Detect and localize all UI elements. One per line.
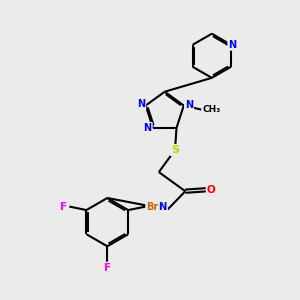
Text: HN: HN (151, 202, 167, 212)
Text: O: O (207, 185, 216, 195)
Text: N: N (185, 100, 193, 110)
Text: F: F (104, 263, 111, 273)
Text: CH₃: CH₃ (202, 106, 220, 115)
Text: N: N (144, 123, 152, 133)
Text: S: S (171, 145, 179, 155)
Text: F: F (61, 202, 68, 212)
Text: Br: Br (146, 202, 158, 212)
Text: N: N (137, 99, 145, 109)
Text: N: N (228, 40, 236, 50)
